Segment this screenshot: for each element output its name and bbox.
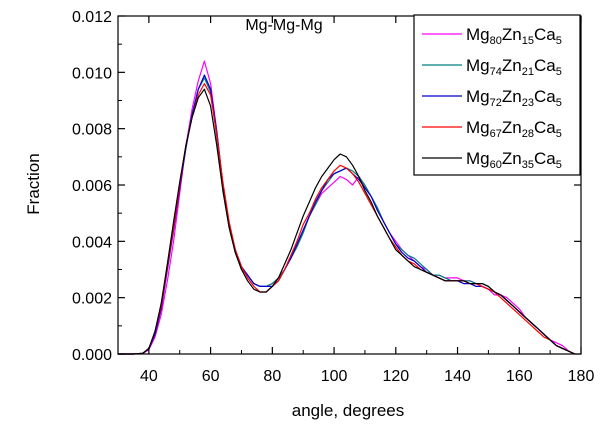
y-tick-label: 0.006 bbox=[72, 178, 112, 195]
legend-label: Mg60Zn35Ca5 bbox=[466, 149, 562, 171]
chart-title: Mg-Mg-Mg bbox=[245, 17, 322, 34]
x-tick-label: 80 bbox=[263, 368, 281, 385]
legend-box bbox=[413, 14, 581, 176]
y-axis-title: Fraction bbox=[24, 153, 43, 214]
y-tick-label: 0.008 bbox=[72, 122, 112, 139]
y-tick-label: 0.010 bbox=[72, 65, 112, 82]
x-tick-label: 100 bbox=[321, 368, 348, 385]
x-tick-label: 60 bbox=[202, 368, 220, 385]
series-line-4 bbox=[118, 82, 576, 355]
legend-label: Mg72Zn23Ca5 bbox=[466, 87, 562, 109]
x-tick-label: 40 bbox=[140, 368, 158, 385]
y-tick-label: 0.000 bbox=[72, 347, 112, 364]
x-axis-title: angle, degrees bbox=[292, 401, 404, 420]
legend-label: Mg80Zn15Ca5 bbox=[466, 25, 562, 47]
y-tick-label: 0.004 bbox=[72, 234, 112, 251]
axis-layer: 40 60 80 100 120 140 160 180 0.000 0.002 0.004 0.00… bbox=[72, 9, 594, 385]
legend-label: Mg67Zn28Ca5 bbox=[466, 118, 562, 140]
x-tick-label: 120 bbox=[382, 368, 409, 385]
series-layer bbox=[118, 60, 576, 355]
y-tick-label: 0.002 bbox=[72, 291, 112, 308]
legend: Mg80Zn15Ca5 Mg74Zn21Ca5 Mg72Zn23Ca5 Mg67Zn2… bbox=[413, 14, 581, 176]
x-tick-label: 140 bbox=[444, 368, 471, 385]
legend-label: Mg74Zn21Ca5 bbox=[466, 56, 562, 78]
y-tick-label: 0.012 bbox=[72, 9, 112, 26]
x-tick-label: 160 bbox=[506, 368, 533, 385]
series-line-5 bbox=[118, 88, 576, 355]
x-tick-label: 180 bbox=[568, 368, 595, 385]
